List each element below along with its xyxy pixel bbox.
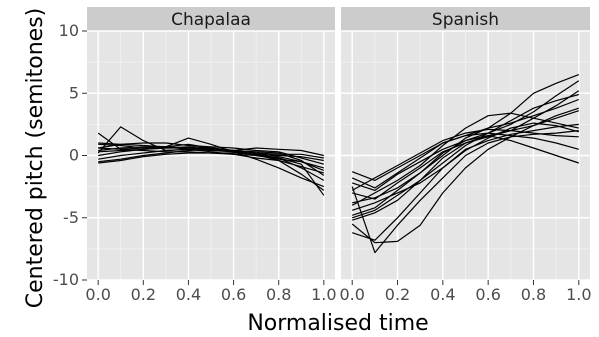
- series-line: [351, 112, 579, 206]
- x-tick-label: 0.4: [430, 285, 455, 304]
- x-tick-label: 1.0: [566, 285, 591, 304]
- x-tick-label: 0.8: [266, 285, 291, 304]
- series-line: [351, 128, 579, 191]
- y-tick-label: 0: [69, 146, 79, 165]
- x-tick-label: 0.0: [85, 285, 110, 304]
- series-line: [352, 123, 579, 241]
- x-tick-label: 0.6: [221, 285, 246, 304]
- x-tick-label: 0.2: [385, 285, 410, 304]
- series-line: [352, 122, 579, 211]
- y-axis-title: Centered pitch (semitones): [23, 8, 48, 309]
- series-line: [98, 148, 325, 181]
- x-tick-label: 0.4: [176, 285, 201, 304]
- y-tick-label: 10: [59, 21, 79, 40]
- facet-strip: [341, 7, 590, 31]
- y-axis: 10 5 0 -5 -10: [53, 21, 87, 289]
- series-line: [98, 142, 324, 174]
- facet-strip: [87, 7, 335, 31]
- facet-strip-label: Chapalaa: [171, 10, 251, 30]
- series-line: [352, 93, 579, 219]
- x-tick-label: 0.6: [475, 285, 500, 304]
- facet-strip-label: Spanish: [432, 10, 499, 30]
- x-tick-label: 0.2: [131, 285, 156, 304]
- y-tick-label: 5: [69, 83, 79, 102]
- series-line: [351, 132, 579, 189]
- x-tick-label: 0.0: [339, 285, 364, 304]
- y-tick-label: -5: [63, 208, 79, 227]
- y-tick-label: -10: [53, 270, 79, 289]
- x-tick-label: 0.8: [521, 285, 546, 304]
- series-line: [351, 110, 579, 244]
- facet-panel-chapalaa: Chapalaa 0.0 0.2 0.4 0.6 0.8 1.0: [85, 7, 337, 304]
- facet-panel-spanish: Spanish 0.0 0.2 0.4 0.6 0.8 1.0: [339, 7, 592, 304]
- x-tick-label: 1.0: [311, 285, 336, 304]
- series-line: [352, 107, 579, 221]
- series-line: [352, 135, 579, 204]
- x-axis-title: Normalised time: [247, 311, 428, 336]
- series-line: [98, 147, 324, 162]
- facet-panels: Chapalaa 0.0 0.2 0.4 0.6 0.8 1.0 Spanish 0.0 0.2 0…: [85, 7, 592, 304]
